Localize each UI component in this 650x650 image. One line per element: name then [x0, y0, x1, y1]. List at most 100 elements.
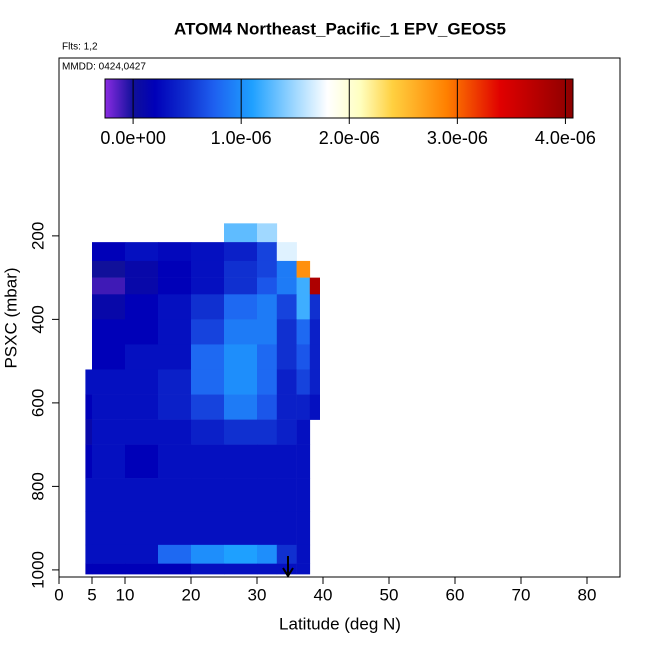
cell [296, 563, 311, 575]
annotation: Flts: 1,2 [62, 42, 98, 53]
x-tick-label: 30 [248, 585, 267, 604]
cell [257, 319, 278, 345]
cell [257, 544, 278, 564]
cell [158, 511, 192, 546]
cell [191, 344, 225, 370]
cell [296, 544, 311, 564]
colorbar-tick-label: 3.0e-06 [427, 128, 488, 148]
cell [191, 277, 225, 295]
x-tick-label: 0 [54, 585, 63, 604]
cell [309, 394, 320, 420]
cell [309, 294, 320, 320]
cell [257, 419, 278, 445]
cell [224, 277, 258, 295]
cell [92, 260, 126, 278]
y-tick-label: 600 [28, 389, 47, 417]
y-tick-label: 400 [28, 305, 47, 333]
cell [125, 544, 159, 564]
cell [309, 319, 320, 345]
cell [296, 444, 311, 479]
cell [92, 242, 126, 262]
cell [125, 319, 159, 345]
cell [224, 511, 258, 546]
cell [125, 563, 159, 575]
cell [224, 478, 258, 512]
cell [158, 563, 192, 575]
x-tick-label: 50 [380, 585, 399, 604]
cell [92, 394, 126, 420]
cell [85, 394, 93, 420]
cell [92, 444, 126, 479]
x-tick-label: 5 [87, 585, 96, 604]
cell [92, 277, 126, 295]
cell [224, 394, 258, 420]
cell [191, 394, 225, 420]
cell [224, 294, 258, 320]
cell [276, 260, 297, 278]
arrow [282, 556, 294, 578]
cell [191, 242, 225, 262]
cell [257, 369, 278, 395]
cell [85, 444, 93, 479]
cell [224, 242, 258, 262]
cell [296, 277, 311, 295]
cell [191, 369, 225, 395]
cell [309, 277, 320, 295]
cell [92, 319, 126, 345]
cell [125, 294, 159, 320]
cell [309, 344, 320, 370]
cell [85, 419, 93, 445]
cell [158, 394, 192, 420]
cell [296, 260, 311, 278]
cell [224, 344, 258, 370]
cell [85, 563, 93, 575]
cell [191, 260, 225, 278]
cell [257, 563, 278, 575]
cell [224, 223, 258, 243]
cell [276, 394, 297, 420]
cell [296, 369, 311, 395]
annotation: MMDD: 0424,0427 [62, 62, 146, 73]
y-axis-label: PSXC (mbar) [1, 267, 20, 368]
cell [125, 277, 159, 295]
cell [191, 294, 225, 320]
cell [125, 242, 159, 262]
colorbar-tick-label: 4.0e-06 [535, 128, 596, 148]
cell [158, 242, 192, 262]
cell [191, 419, 225, 445]
cell [158, 444, 192, 479]
colorbar-tick-label: 1.0e-06 [211, 128, 272, 148]
cell [276, 563, 297, 575]
cell [92, 294, 126, 320]
cell [276, 242, 297, 262]
cell [191, 319, 225, 345]
x-tick-label: 70 [512, 585, 531, 604]
x-tick-label: 40 [314, 585, 333, 604]
cell [191, 444, 225, 479]
cell [296, 511, 311, 546]
cell [158, 277, 192, 295]
cell [257, 260, 278, 278]
cell [276, 444, 297, 479]
cell [158, 478, 192, 512]
cell [125, 511, 159, 546]
cell [276, 319, 297, 345]
x-tick-label: 20 [182, 585, 201, 604]
cell [224, 369, 258, 395]
cell [276, 478, 297, 512]
cell [191, 478, 225, 512]
y-tick-label: 200 [28, 222, 47, 250]
cell [125, 419, 159, 445]
cell [257, 344, 278, 370]
cell [158, 344, 192, 370]
cell [257, 478, 278, 512]
cell [125, 444, 159, 479]
cell [276, 277, 297, 295]
cell [296, 419, 311, 445]
cell [125, 344, 159, 370]
cell [257, 394, 278, 420]
x-axis-label: Latitude (deg N) [279, 614, 401, 633]
cell [257, 242, 278, 262]
cell [276, 344, 297, 370]
cell [224, 260, 258, 278]
